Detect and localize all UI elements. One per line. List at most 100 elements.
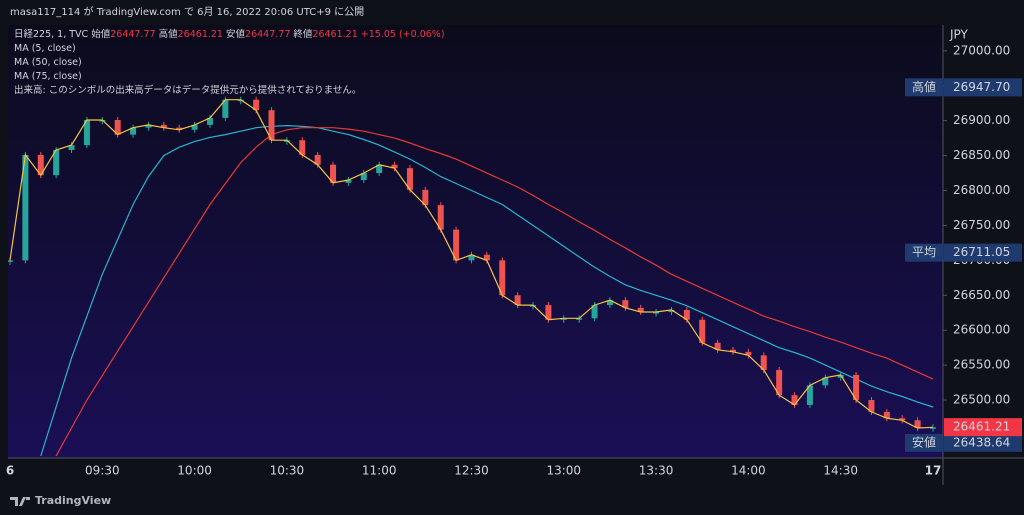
candle	[822, 377, 829, 386]
last-price-box	[944, 418, 1022, 437]
candle	[376, 164, 383, 174]
candle	[8, 260, 13, 262]
price-label-name: 高値	[912, 79, 936, 94]
candle	[653, 312, 660, 314]
price-label-box	[905, 78, 943, 97]
ohlc-label: 安値	[226, 29, 246, 40]
candle	[130, 127, 137, 135]
candle	[622, 300, 629, 308]
candle	[699, 319, 706, 343]
price-label-box	[905, 243, 943, 262]
candle	[576, 318, 583, 320]
ohlc-row: 日経225, 1, TVC 始値26447.77 高値26461.21 安値26…	[14, 28, 445, 42]
legend-entry: MA (75, close)	[14, 70, 445, 84]
legend-label: MA (5, close)	[14, 43, 76, 54]
candle	[314, 154, 321, 165]
y-tick-label: 26500.00	[953, 393, 1010, 407]
x-tick-label: 10:00	[177, 464, 212, 478]
price-label-value-box	[944, 433, 1022, 452]
candle	[560, 318, 567, 320]
price-label-name: 平均	[912, 245, 936, 259]
ohlc-label: 始値	[91, 29, 111, 40]
change: +15.05 (+0.06%)	[360, 29, 445, 40]
ohlc-label: 高値	[158, 29, 178, 40]
legend-entry: MA (5, close)	[14, 42, 445, 56]
x-tick-label: 09:30	[85, 464, 120, 478]
candle	[853, 374, 860, 401]
candle	[714, 342, 721, 350]
legend-label: MA (50, close)	[14, 57, 82, 68]
ma-line	[40, 124, 934, 457]
y-tick-label: 26900.00	[953, 113, 1010, 127]
candle	[222, 99, 229, 118]
candle	[237, 99, 244, 102]
candle	[483, 254, 490, 261]
candle	[345, 180, 352, 183]
candle	[791, 395, 798, 405]
candle	[929, 427, 936, 429]
candle	[114, 119, 121, 135]
candle	[868, 400, 875, 412]
y-tick-label: 27000.00	[953, 43, 1010, 57]
legend: 日経225, 1, TVC 始値26447.77 高値26461.21 安値26…	[14, 28, 445, 98]
x-tick-label: 10:30	[270, 464, 305, 478]
pane-background	[8, 25, 943, 458]
legend-label: MA (75, close)	[14, 71, 82, 82]
candle	[68, 145, 75, 151]
ohlc-value: 26447.77	[110, 29, 156, 40]
candle	[391, 164, 398, 169]
y-tick-label: 26600.00	[953, 323, 1010, 337]
notice: 出来高: このシンボルの出来高データはデータ提供元から提供されておりません。	[14, 85, 362, 96]
footer: TradingView	[10, 494, 111, 507]
candle	[53, 150, 60, 176]
symbol: 日経225, 1, TVC	[14, 29, 89, 40]
x-tick-label: 6	[6, 464, 14, 478]
x-tick-label: 11:00	[362, 464, 397, 478]
y-tick-label: 26850.00	[953, 148, 1010, 162]
price-label-box	[905, 433, 943, 452]
candle	[591, 305, 598, 319]
candle	[883, 411, 890, 419]
candle	[837, 374, 844, 378]
x-tick-label: 14:30	[823, 464, 858, 478]
candle	[299, 140, 306, 155]
indicator-list: MA (5, close) MA (50, close) MA (75, close…	[14, 42, 445, 84]
price-label-value: 26947.70	[953, 80, 1010, 94]
candle	[360, 173, 367, 181]
candle	[499, 260, 506, 296]
candle	[545, 305, 552, 320]
currency: JPY	[949, 28, 969, 42]
candle	[668, 309, 675, 313]
x-tick-label: 13:30	[639, 464, 674, 478]
ohlc-value: 26461.21	[312, 29, 358, 40]
candle	[637, 307, 644, 313]
candle	[83, 119, 90, 146]
x-tick-label: 17	[925, 464, 942, 478]
ohlc-label: 終値	[293, 29, 313, 40]
candle	[730, 349, 737, 352]
ohlc-value: 26461.21	[177, 29, 223, 40]
x-tick-label: 13:00	[546, 464, 581, 478]
candle	[253, 99, 260, 111]
ma-line	[55, 127, 934, 457]
candle	[160, 124, 167, 128]
x-tick-label: 12:30	[454, 464, 489, 478]
candle	[776, 370, 783, 396]
y-tick-label: 26550.00	[953, 358, 1010, 372]
candle	[899, 418, 906, 421]
candle	[806, 385, 813, 405]
price-label-value-box	[944, 78, 1022, 97]
candle	[406, 168, 413, 190]
plot	[8, 96, 936, 457]
last-price: 26461.21	[953, 420, 1010, 434]
publisher: masa117_114 が TradingView.com で 6月 16, 2…	[10, 7, 365, 18]
candle	[330, 164, 337, 183]
ma-line	[9, 99, 934, 429]
candle	[606, 300, 613, 306]
candle	[206, 117, 213, 125]
ohlc-value: 26447.77	[245, 29, 291, 40]
price-label-value: 26711.05	[953, 245, 1010, 259]
